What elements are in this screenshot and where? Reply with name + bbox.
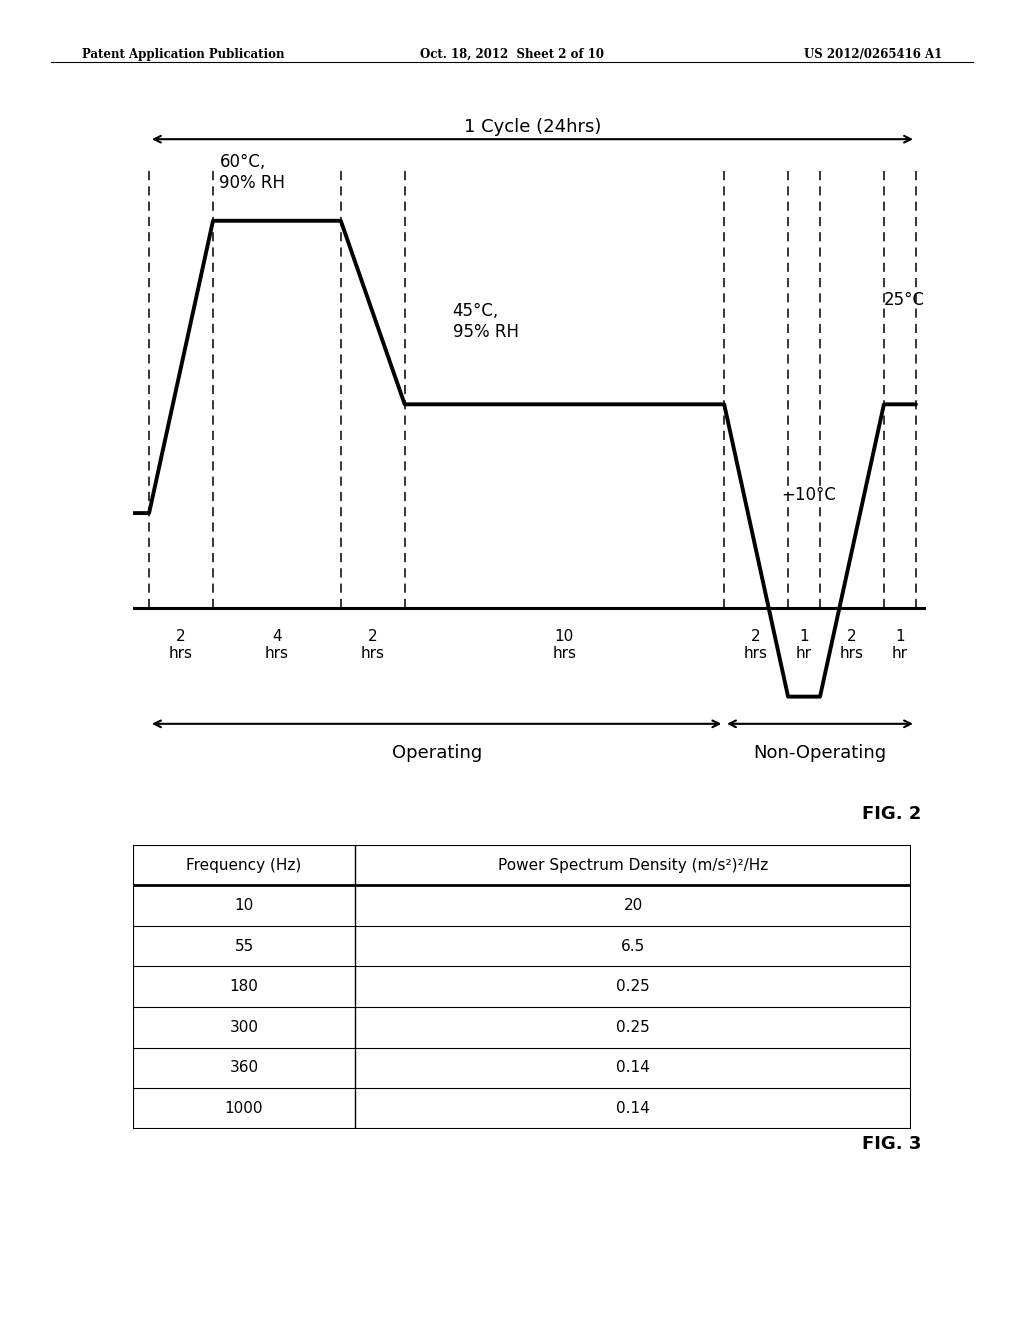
Text: 20: 20 — [624, 898, 643, 913]
Text: Frequency (Hz): Frequency (Hz) — [186, 858, 302, 873]
Text: 25°C: 25°C — [884, 292, 925, 309]
Text: Operating: Operating — [391, 744, 481, 762]
Text: 60°C,
90% RH: 60°C, 90% RH — [219, 153, 286, 191]
Text: 0.14: 0.14 — [616, 1060, 650, 1076]
Text: 4
hrs: 4 hrs — [265, 628, 289, 661]
Text: 0.25: 0.25 — [616, 979, 650, 994]
Text: 1000: 1000 — [225, 1101, 263, 1115]
Text: FIG. 3: FIG. 3 — [862, 1135, 922, 1154]
Text: 0.14: 0.14 — [616, 1101, 650, 1115]
Text: 2
hrs: 2 hrs — [744, 628, 768, 661]
Text: 1
hr: 1 hr — [796, 628, 812, 661]
Text: FIG. 2: FIG. 2 — [862, 805, 922, 824]
Text: 300: 300 — [229, 1020, 258, 1035]
Text: 10: 10 — [234, 898, 254, 913]
Text: 360: 360 — [229, 1060, 259, 1076]
Text: 2
hrs: 2 hrs — [840, 628, 864, 661]
Text: Non-Operating: Non-Operating — [754, 744, 887, 762]
Text: 180: 180 — [229, 979, 258, 994]
Text: Oct. 18, 2012  Sheet 2 of 10: Oct. 18, 2012 Sheet 2 of 10 — [420, 48, 604, 61]
Text: 55: 55 — [234, 939, 254, 953]
Text: Patent Application Publication: Patent Application Publication — [82, 48, 285, 61]
Text: 45°C,
95% RH: 45°C, 95% RH — [453, 302, 518, 341]
Text: Power Spectrum Density (m/s²)²/Hz: Power Spectrum Density (m/s²)²/Hz — [498, 858, 768, 873]
Text: 6.5: 6.5 — [621, 939, 645, 953]
Text: 1
hr: 1 hr — [892, 628, 908, 661]
Text: 10
hrs: 10 hrs — [552, 628, 577, 661]
Text: 0.25: 0.25 — [616, 1020, 650, 1035]
Text: 2
hrs: 2 hrs — [169, 628, 194, 661]
Text: US 2012/0265416 A1: US 2012/0265416 A1 — [804, 48, 942, 61]
Text: −10°C: −10°C — [781, 486, 837, 504]
Text: 1 Cycle (24hrs): 1 Cycle (24hrs) — [464, 117, 601, 136]
Text: 2
hrs: 2 hrs — [360, 628, 385, 661]
